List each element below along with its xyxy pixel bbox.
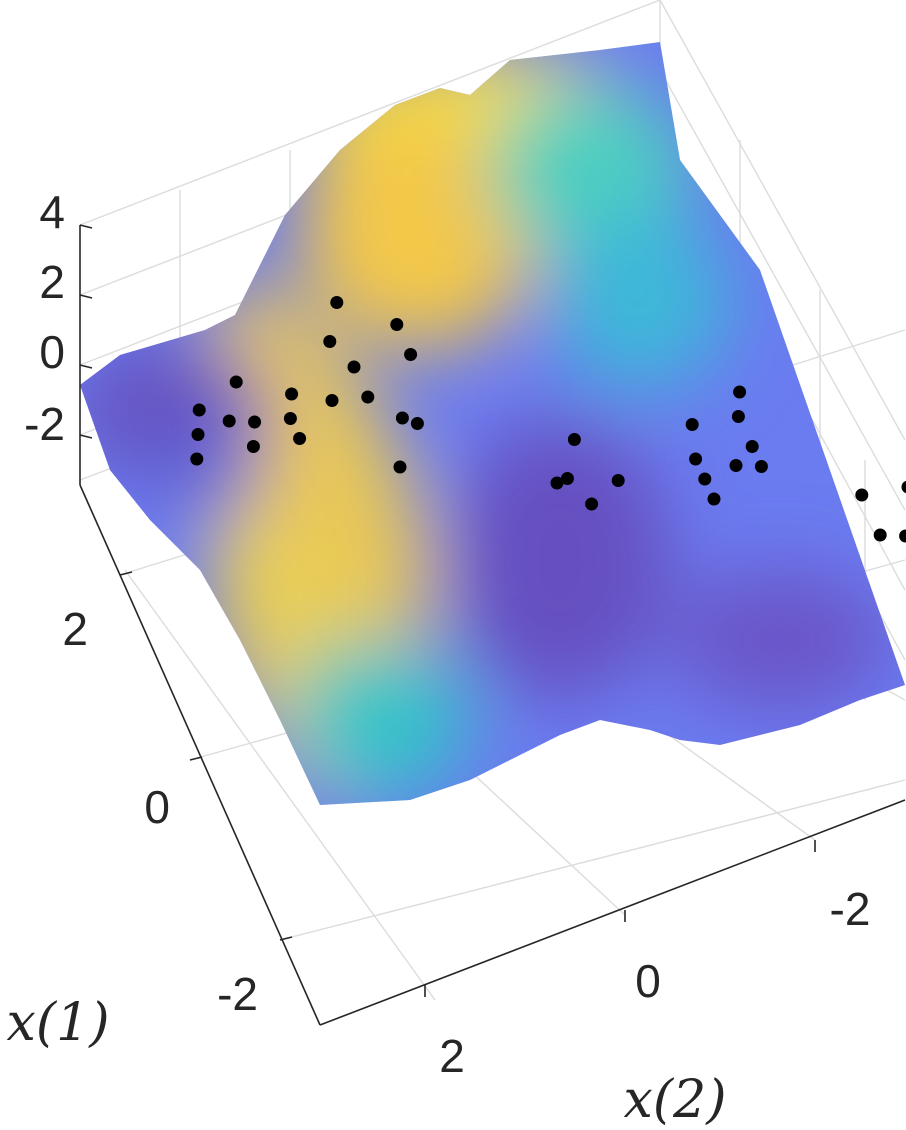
data-point [611,474,625,487]
data-point [707,492,721,506]
z-tick-label: -2 [24,398,65,450]
x1-axis-label: x(1) [7,993,110,1053]
data-point [585,497,599,511]
data-point [855,488,869,502]
data-point [404,348,418,361]
data-point [754,460,768,473]
z-tick-label: 4 [39,186,65,238]
data-point [330,296,344,309]
data-point [733,385,747,399]
data-point [246,440,260,453]
data-point [361,390,375,404]
data-point [283,412,297,425]
data-point [550,476,564,490]
data-point [325,394,339,407]
data-point [191,428,205,441]
data-point [347,360,361,374]
data-point [229,375,243,389]
x2-tick-label: -2 [830,883,871,935]
data-point [689,452,703,466]
data-point [395,411,409,425]
data-point [729,459,743,472]
data-point [698,472,712,486]
data-point [390,318,404,331]
data-point [410,417,424,430]
data-point [393,460,407,474]
z-tick-label: 0 [39,326,65,378]
x1-tick-label: 2 [62,603,88,655]
data-point [685,418,699,431]
data-point [323,335,337,348]
data-point [248,415,262,429]
data-point [560,472,574,485]
data-point [190,452,204,466]
data-point [222,414,236,428]
x2-tick-label: 0 [635,955,661,1007]
data-point [745,440,759,453]
x1-tick-label: -2 [217,968,258,1020]
z-tick-label: 2 [39,256,65,308]
data-point [285,387,299,401]
x1-tick-label: 0 [144,781,170,833]
data-point [192,403,206,417]
data-point [873,528,887,542]
x2-tick-label: 2 [439,1030,465,1082]
surface [80,42,905,805]
data-point [567,433,581,446]
data-point [899,529,906,543]
data-point [293,432,307,445]
data-point [901,480,906,494]
axes [79,224,906,1026]
data-points [190,296,906,543]
x2-axis-label: x(2) [624,1070,727,1130]
data-point [731,410,745,423]
